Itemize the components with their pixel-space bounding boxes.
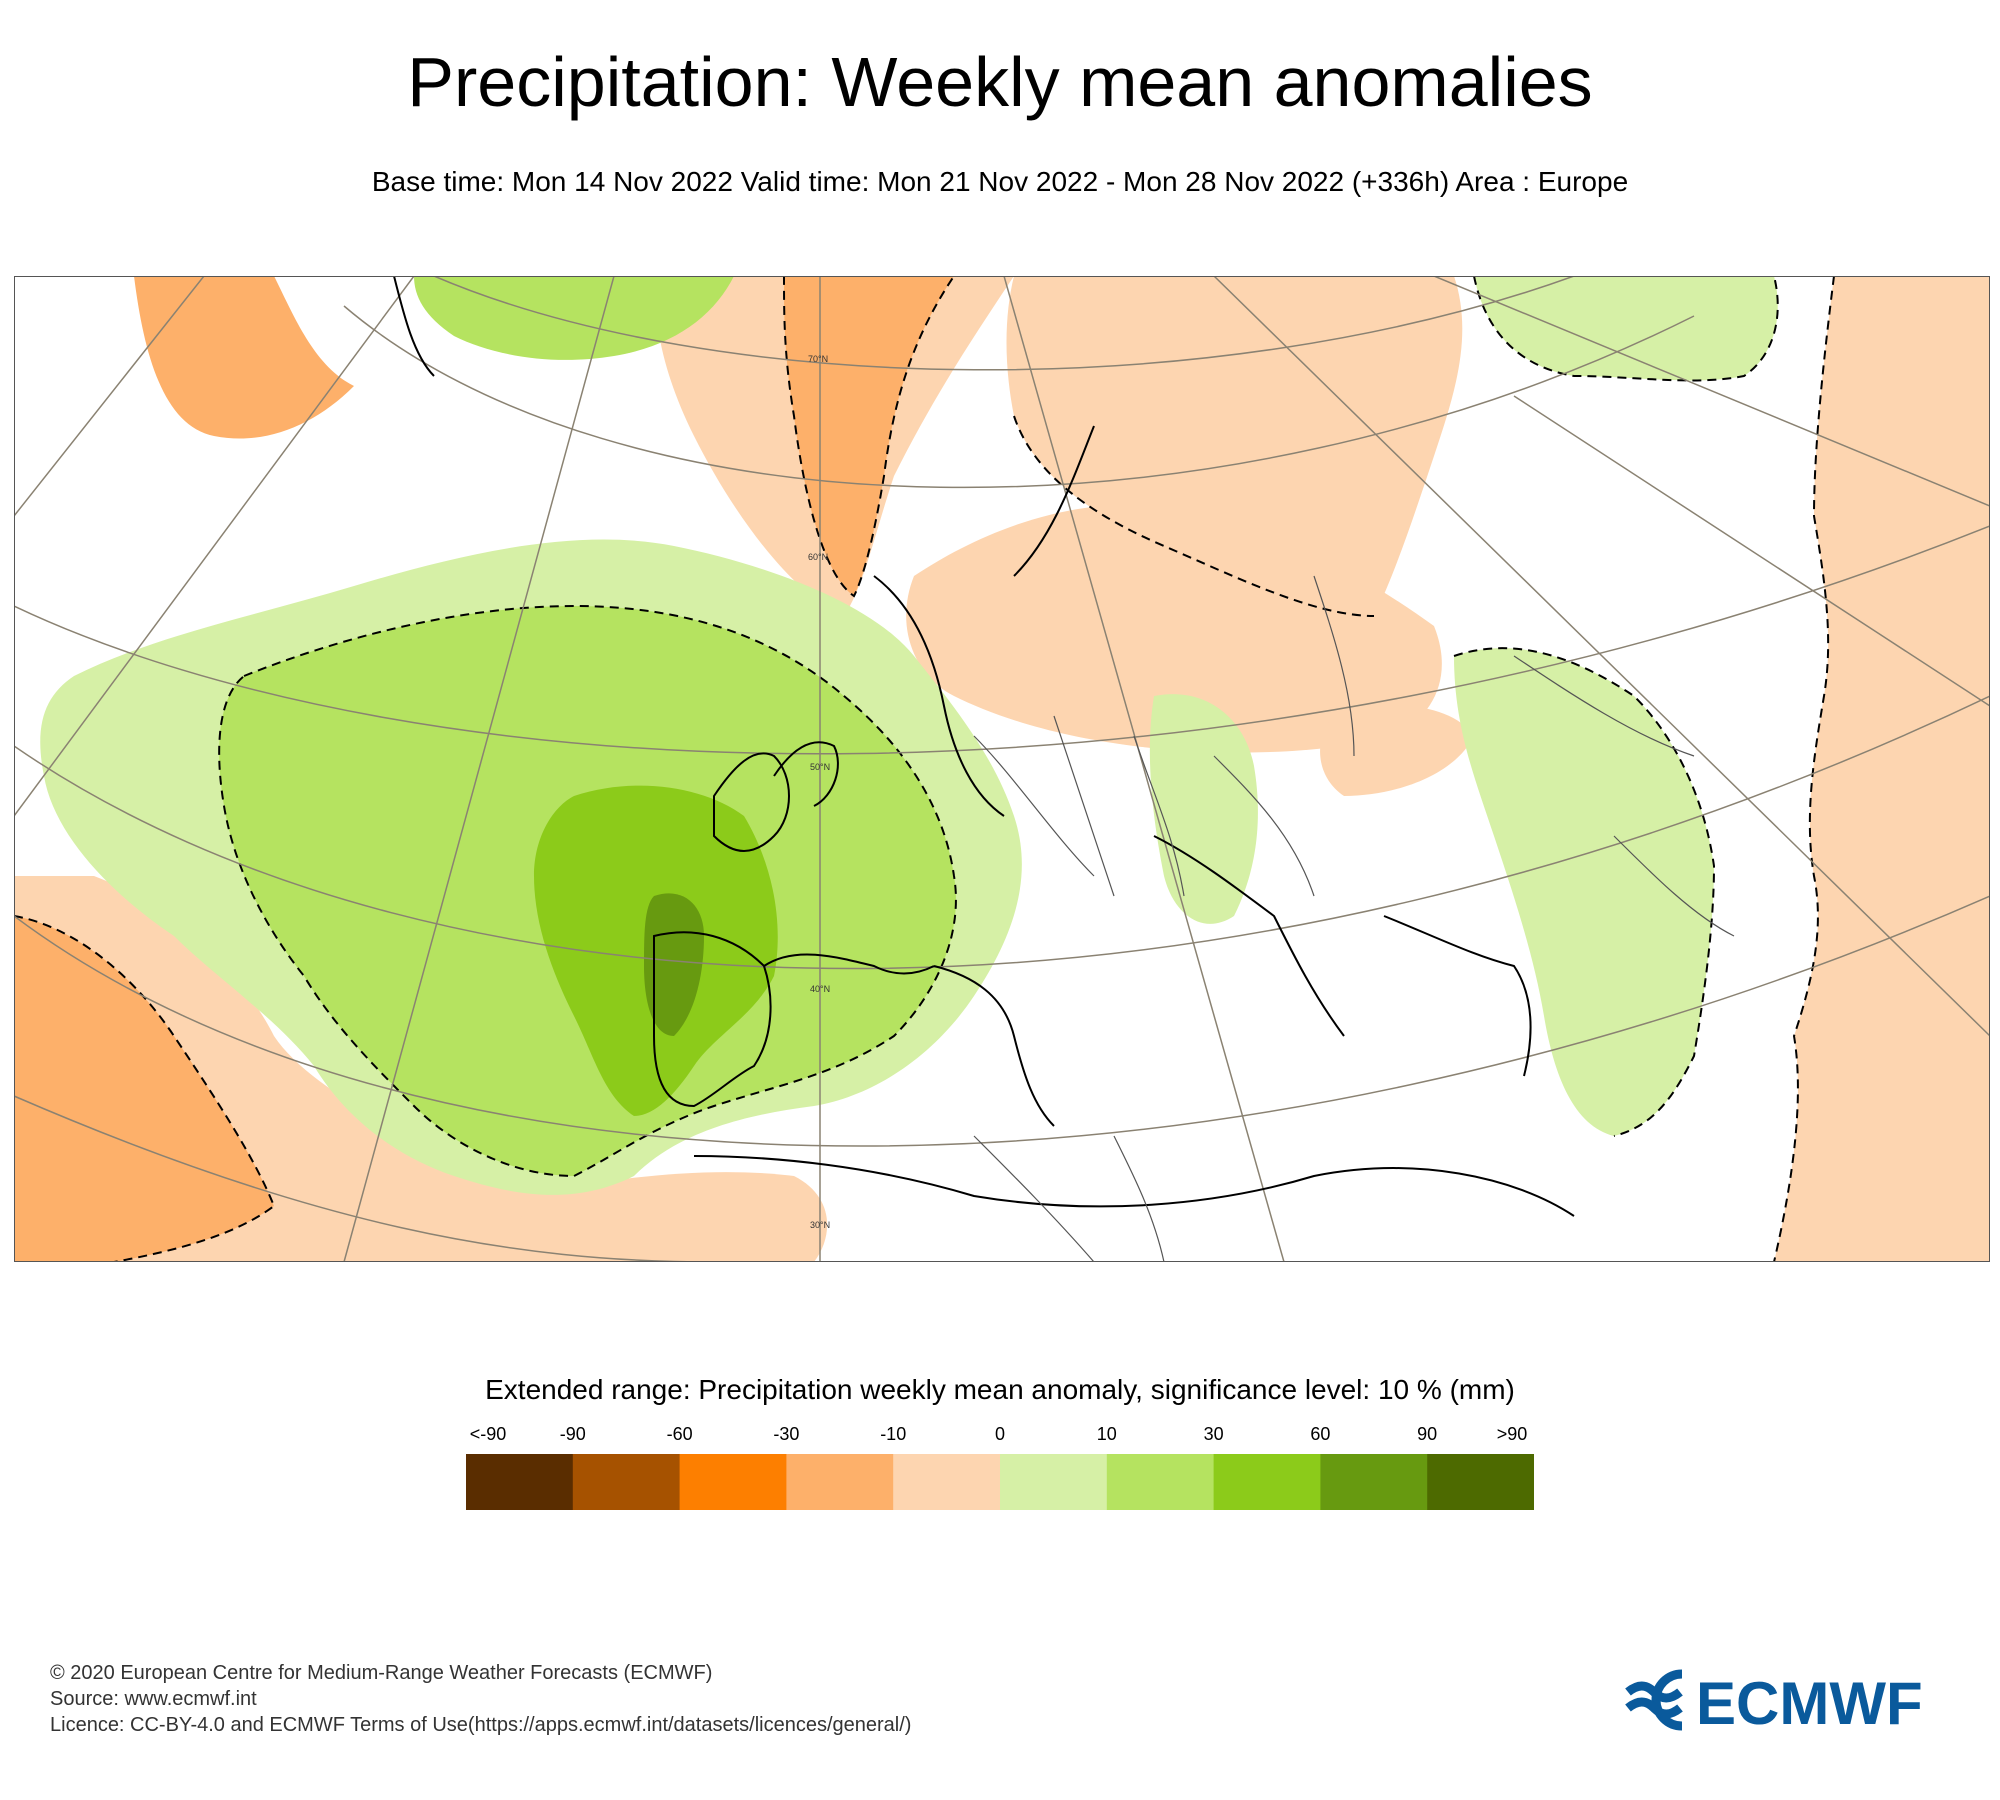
wet-anomaly-areas xyxy=(40,276,1778,1195)
dry-area-north-africa xyxy=(514,1172,828,1262)
footer-source: Source: www.ecmwf.int xyxy=(50,1688,257,1710)
legend-tick-label: 90 xyxy=(1417,1424,1437,1444)
legend-tick-label: 30 xyxy=(1204,1424,1224,1444)
coastlines xyxy=(393,276,1575,1217)
country-borders xyxy=(973,575,1735,1262)
dry-anomaly-areas xyxy=(14,276,1990,1262)
map-frame xyxy=(14,276,1990,1262)
dry-area-fennoscandia xyxy=(1006,276,1463,616)
ecmwf-logo-mark xyxy=(1625,1669,1683,1731)
legend-swatch xyxy=(572,1454,681,1510)
legend-tick-label: -60 xyxy=(667,1424,693,1444)
graticule xyxy=(14,276,1990,1262)
wet-area-caspian xyxy=(1454,648,1714,1136)
ecmwf-logo-text: ECMWF xyxy=(1696,1670,1923,1737)
wet-area-northeast xyxy=(1474,276,1778,381)
legend-swatch xyxy=(1213,1454,1321,1510)
legend-tick-label: >90 xyxy=(1497,1424,1528,1444)
legend-swatch xyxy=(679,1454,787,1510)
legend-swatch xyxy=(786,1454,894,1510)
legend-title: Extended range: Precipitation weekly mea… xyxy=(485,1374,1515,1405)
dry-area-norway-core xyxy=(784,276,954,596)
dry-area-north-atlantic xyxy=(134,276,354,439)
latitude-labels: 70°N 60°N 50°N 40°N 30°N xyxy=(808,354,830,1230)
lat-label-30n: 30°N xyxy=(810,1220,830,1230)
chart-subtitle: Base time: Mon 14 Nov 2022 Valid time: M… xyxy=(371,166,1629,197)
dry-area-anatolia xyxy=(1320,705,1474,796)
lat-label-40n: 40°N xyxy=(810,984,830,994)
legend-swatch xyxy=(1106,1454,1215,1510)
legend-tick-label: -10 xyxy=(880,1424,906,1444)
wet-area-balkans xyxy=(1149,694,1258,924)
dry-area-east-russia xyxy=(1774,276,1990,1262)
lat-label-50n: 50°N xyxy=(810,762,830,772)
dry-area-southwest-core xyxy=(14,916,274,1262)
footer-licence: Licence: CC-BY-4.0 and ECMWF Terms of Us… xyxy=(50,1714,912,1736)
wet-area-iberia-core xyxy=(644,893,704,1036)
legend-swatch xyxy=(466,1454,574,1510)
lat-label-70n: 70°N xyxy=(808,354,828,364)
legend-tick-label: <-90 xyxy=(470,1424,507,1444)
legend-tick-label: -30 xyxy=(773,1424,799,1444)
anomaly-map: 70°N 60°N 50°N 40°N 30°N xyxy=(14,276,1990,1262)
ecmwf-logo: ECMWF xyxy=(1625,1669,1923,1737)
significance-contours xyxy=(14,276,1835,1262)
colorbar-legend: <-90 -90 -60 -30 -10 0 10 30 60 90 >90 xyxy=(466,1424,1534,1510)
legend-tick-label: 10 xyxy=(1097,1424,1117,1444)
wet-area-greenland xyxy=(414,276,734,360)
legend-swatch xyxy=(893,1454,1001,1510)
legend-tick-label: 60 xyxy=(1310,1424,1330,1444)
legend-swatches xyxy=(466,1454,1534,1510)
legend-swatch xyxy=(1000,1454,1108,1510)
chart-title: Precipitation: Weekly mean anomalies xyxy=(407,43,1593,121)
legend-swatch xyxy=(1427,1454,1534,1510)
lat-label-60n: 60°N xyxy=(808,552,828,562)
legend-tick-label: 0 xyxy=(995,1424,1005,1444)
footer-copyright: © 2020 European Centre for Medium-Range … xyxy=(50,1662,713,1684)
legend-tick-labels: <-90 -90 -60 -30 -10 0 10 30 60 90 >90 xyxy=(470,1424,1528,1444)
legend-swatch xyxy=(1320,1454,1428,1510)
legend-tick-label: -90 xyxy=(560,1424,586,1444)
